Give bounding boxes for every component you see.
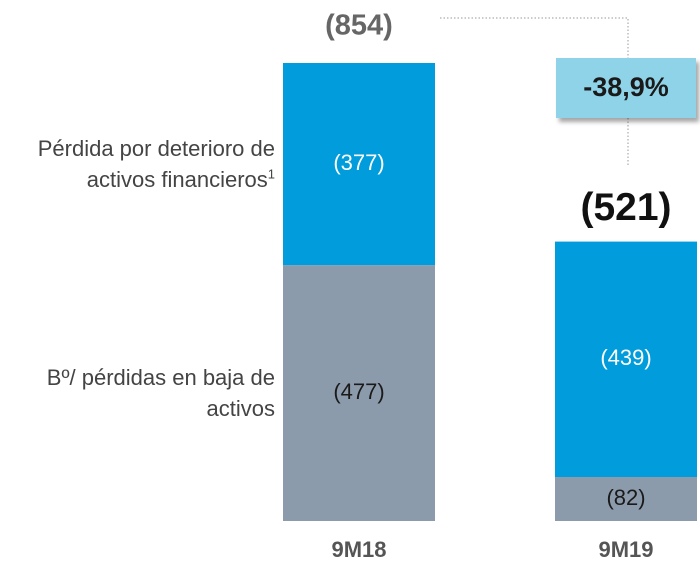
total-label: (854) xyxy=(325,10,393,42)
category-label: 9M19 xyxy=(598,537,653,562)
total-label: (521) xyxy=(580,186,671,229)
change-label: -38,9% xyxy=(583,72,669,102)
bar-segment xyxy=(283,265,435,521)
change-box xyxy=(556,58,696,118)
series-name: Pérdida por deterioro de activos financi… xyxy=(37,136,275,193)
value-label: (477) xyxy=(333,379,384,404)
bar-segment xyxy=(555,477,697,521)
series-label: Pérdida por deterioro de activos financi… xyxy=(5,133,275,195)
footnote-mark: 1 xyxy=(267,166,275,182)
connector xyxy=(440,17,629,58)
category-label: 9M18 xyxy=(331,537,386,562)
series-name: Bº/ pérdidas en baja de activos xyxy=(46,365,275,422)
series-label: Bº/ pérdidas en baja de activos xyxy=(5,362,275,424)
bar-segment xyxy=(555,241,697,478)
value-label: (439) xyxy=(600,345,651,370)
value-label: (377) xyxy=(333,150,384,175)
bar-segment xyxy=(283,63,435,266)
value-label: (82) xyxy=(606,485,645,510)
